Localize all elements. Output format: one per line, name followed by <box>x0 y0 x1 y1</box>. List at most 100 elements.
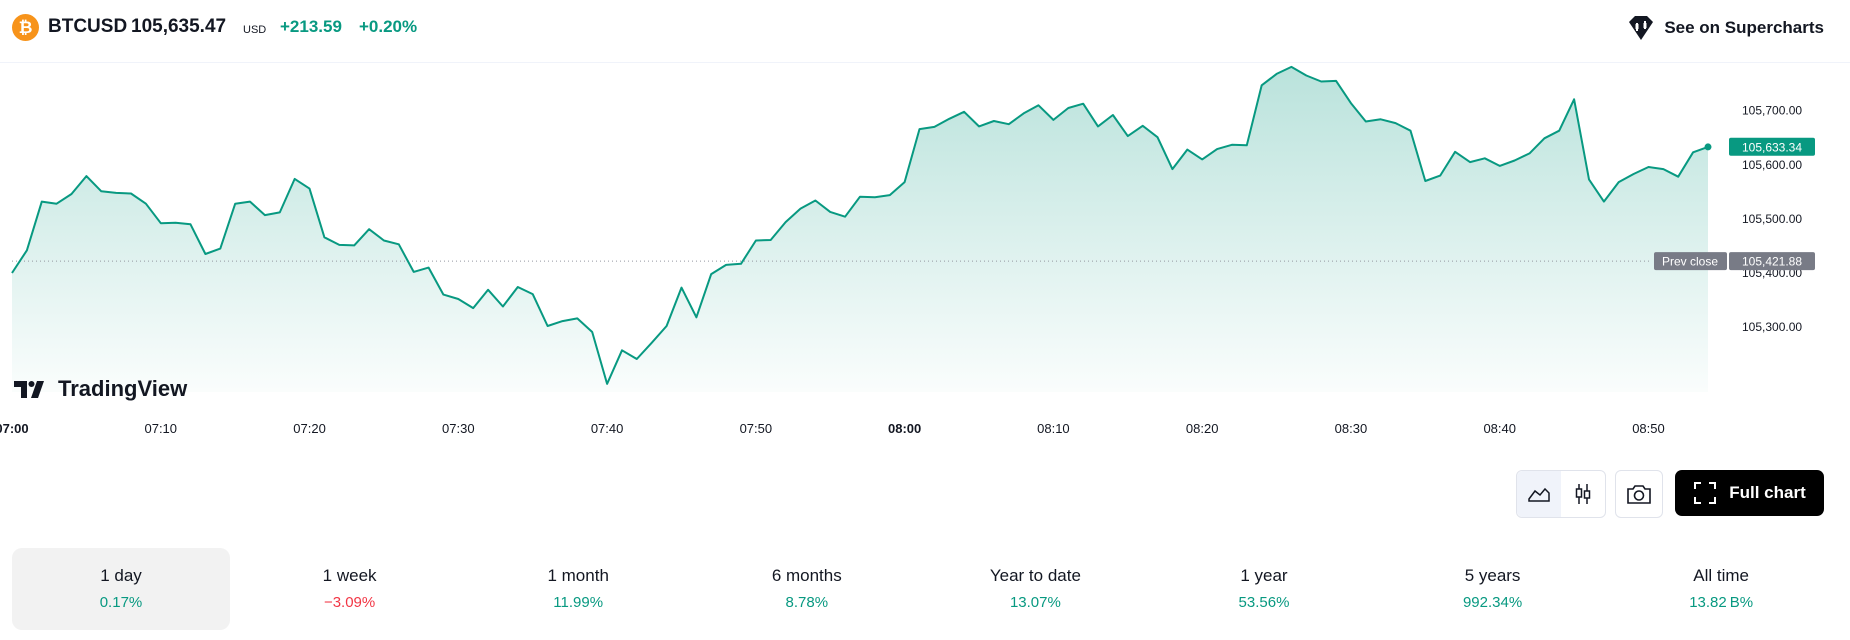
area-fill <box>12 66 1708 393</box>
data-point <box>85 175 87 177</box>
chart-canvas[interactable]: 105,700.00105,600.00105,500.00105,400.00… <box>0 62 1850 452</box>
period-value: 8.78% <box>785 594 829 611</box>
full-chart-button[interactable]: Full chart <box>1675 470 1824 516</box>
data-point <box>517 286 519 288</box>
price-change: +213.59 <box>280 17 342 36</box>
period-1-year[interactable]: 1 year 53.56% <box>1155 548 1373 630</box>
period-5-years[interactable]: 5 years 992.34% <box>1384 548 1602 630</box>
tradingview-logo[interactable]: TradingView <box>14 376 187 402</box>
data-point <box>1231 144 1233 146</box>
supercharts-icon <box>1629 16 1654 40</box>
period-label: 1 day <box>100 566 142 585</box>
data-point <box>398 243 400 245</box>
data-point <box>1335 80 1337 82</box>
data-point <box>1127 135 1129 137</box>
data-point <box>681 287 683 289</box>
data-point <box>1662 168 1664 170</box>
data-point <box>323 236 325 238</box>
period-performance-list: 1 day 0.17% 1 week −3.09% 1 month 11.99% 6 … <box>12 548 1838 630</box>
data-point <box>1038 104 1040 106</box>
data-point <box>978 125 980 127</box>
data-point <box>651 342 653 344</box>
data-point <box>1186 149 1188 151</box>
data-point <box>190 223 192 225</box>
data-point <box>770 239 772 241</box>
x-tick-label: 08:10 <box>1037 421 1070 436</box>
period-label: 1 week <box>322 566 377 585</box>
prev-close-value-tag <box>1729 252 1815 271</box>
data-point <box>1648 166 1650 168</box>
last-price: 105,635.47 <box>131 16 227 37</box>
data-point <box>413 271 415 273</box>
symbol-header: ₿ BTCUSD 105,635.47 USD +213.59 +0.20% S… <box>0 0 1850 63</box>
see-on-supercharts-button[interactable]: See on Supercharts <box>1626 12 1824 44</box>
data-point <box>1380 118 1382 120</box>
data-point <box>1052 119 1054 121</box>
data-point <box>1142 125 1144 127</box>
x-tick-label: 07:10 <box>144 421 177 436</box>
data-point <box>472 307 474 309</box>
symbol-name[interactable]: BTCUSD <box>48 16 128 37</box>
data-point <box>1499 165 1501 167</box>
data-point <box>1216 148 1218 150</box>
area-chart-button[interactable] <box>1517 471 1561 517</box>
period-label: Year to date <box>989 566 1081 585</box>
chart-style-toggle <box>1516 470 1606 518</box>
period-1-day[interactable]: 1 day 0.17% <box>12 548 230 630</box>
last-price-dot <box>1704 143 1712 151</box>
data-point <box>115 192 117 194</box>
data-point <box>1529 152 1531 154</box>
data-point <box>145 203 147 205</box>
data-point <box>874 196 876 198</box>
x-tick-label: 08:50 <box>1632 421 1665 436</box>
y-tick-label: 105,300.00 <box>1742 320 1802 334</box>
snapshot-button[interactable] <box>1615 470 1663 518</box>
data-point <box>591 331 593 333</box>
data-point <box>264 214 266 216</box>
data-point <box>532 293 534 295</box>
data-point <box>1290 66 1292 68</box>
data-point <box>1171 168 1173 170</box>
x-tick-label: 07:20 <box>293 421 326 436</box>
data-point <box>279 211 281 213</box>
data-point <box>814 200 816 202</box>
data-point <box>963 111 965 113</box>
period-1-week[interactable]: 1 week −3.09% <box>241 548 459 630</box>
data-point <box>100 190 102 192</box>
period-1-month[interactable]: 1 month 11.99% <box>469 548 687 630</box>
data-point <box>859 196 861 198</box>
data-point <box>1008 123 1010 125</box>
price-chart[interactable]: 105,700.00 105,600.00 105,500.00 105,400.00… <box>0 62 1850 452</box>
data-point <box>621 349 623 351</box>
data-point <box>1410 130 1412 132</box>
period-all-time[interactable]: All time 13.82 B% <box>1612 548 1830 630</box>
candlestick-chart-button[interactable] <box>1561 471 1605 517</box>
area-chart-icon <box>1528 487 1550 502</box>
data-point <box>234 203 236 205</box>
data-point <box>1395 122 1397 124</box>
data-point <box>829 211 831 213</box>
price-line[interactable] <box>11 65 1709 385</box>
period-6-months[interactable]: 6 months 8.78% <box>698 548 916 630</box>
data-point <box>11 272 13 274</box>
data-point <box>1454 151 1456 153</box>
currency-label: USD <box>243 24 267 36</box>
data-point <box>175 222 177 224</box>
data-point <box>576 317 578 319</box>
data-point <box>1424 180 1426 182</box>
x-tick-label: 08:30 <box>1335 421 1368 436</box>
candlestick-icon <box>1575 484 1591 504</box>
period-value: 13.07% <box>1009 594 1061 611</box>
data-point <box>457 298 459 300</box>
data-point <box>1573 98 1575 100</box>
price-change-percent: +0.20% <box>359 17 418 36</box>
data-point <box>130 193 132 195</box>
data-point <box>1603 201 1605 203</box>
period-year-to-date[interactable]: Year to date 13.07% <box>926 548 1144 630</box>
data-point <box>249 201 251 203</box>
camera-icon <box>1627 485 1651 504</box>
data-point <box>428 267 430 269</box>
data-point <box>1157 136 1159 138</box>
data-point <box>1692 151 1694 153</box>
prev-close-value: 105,421.88 <box>1742 255 1802 269</box>
